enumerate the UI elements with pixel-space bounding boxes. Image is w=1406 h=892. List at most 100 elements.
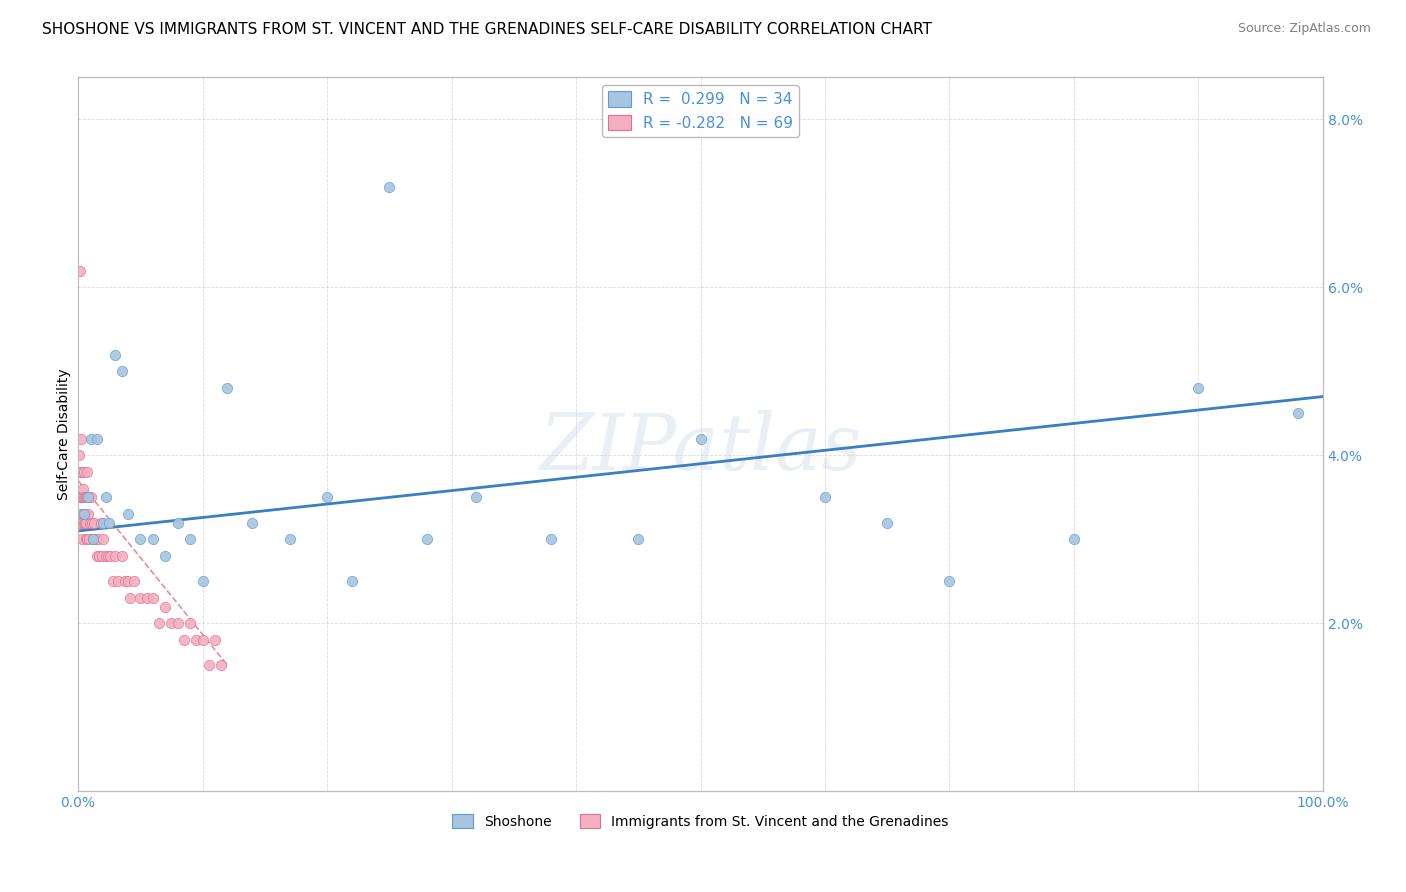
Point [90, 549, 112, 563]
Point [73, 491, 96, 505]
Point [94, 549, 117, 563]
Point [72, 491, 94, 505]
Point [76, 533, 98, 547]
Point [90, 516, 112, 530]
Point [938, 574, 960, 589]
Text: SHOSHONE VS IMMIGRANTS FROM ST. VINCENT AND THE GRENADINES SELF-CARE DISABILITY : SHOSHONE VS IMMIGRANTS FROM ST. VINCENT … [42, 22, 932, 37]
Point [117, 574, 139, 589]
Point [82, 533, 104, 547]
Point [73, 516, 96, 530]
Point [86, 432, 108, 446]
Point [84, 533, 107, 547]
Point [107, 574, 129, 589]
Point [87, 533, 110, 547]
Point [1063, 533, 1085, 547]
Point [173, 633, 195, 648]
Point [69, 516, 91, 530]
Point [465, 491, 488, 505]
Point [69, 432, 91, 446]
Point [100, 549, 122, 563]
Point [148, 616, 170, 631]
Point [179, 616, 201, 631]
Text: ZIPatlas: ZIPatlas [540, 410, 862, 487]
Point [75, 507, 97, 521]
Point [67, 465, 90, 479]
Point [217, 381, 239, 395]
Point [75, 491, 97, 505]
Point [72, 507, 94, 521]
Point [77, 491, 100, 505]
Point [1187, 381, 1209, 395]
Point [67, 448, 90, 462]
Point [69, 491, 91, 505]
Point [94, 491, 117, 505]
Legend: Shoshone, Immigrants from St. Vincent and the Grenadines: Shoshone, Immigrants from St. Vincent an… [447, 808, 955, 834]
Point [79, 516, 101, 530]
Point [79, 533, 101, 547]
Point [111, 364, 134, 378]
Point [242, 516, 264, 530]
Point [278, 533, 301, 547]
Point [73, 507, 96, 521]
Point [82, 533, 104, 547]
Point [104, 348, 127, 362]
Point [122, 574, 145, 589]
Point [70, 516, 93, 530]
Point [142, 533, 165, 547]
Point [83, 516, 105, 530]
Point [73, 516, 96, 530]
Point [209, 658, 232, 673]
Point [98, 516, 121, 530]
Point [70, 533, 93, 547]
Point [75, 516, 97, 530]
Point [72, 465, 94, 479]
Point [120, 591, 142, 606]
Point [76, 465, 98, 479]
Point [70, 491, 93, 505]
Point [89, 549, 111, 563]
Point [191, 574, 214, 589]
Point [1286, 406, 1309, 420]
Point [129, 591, 152, 606]
Point [415, 533, 437, 547]
Point [77, 507, 100, 521]
Point [135, 591, 157, 606]
Point [142, 591, 165, 606]
Point [627, 533, 650, 547]
Point [91, 516, 114, 530]
Point [86, 549, 108, 563]
Point [689, 432, 711, 446]
Point [191, 633, 214, 648]
Point [316, 491, 339, 505]
Point [69, 263, 91, 277]
Point [75, 533, 97, 547]
Point [155, 599, 177, 614]
Point [70, 465, 93, 479]
Point [814, 491, 837, 505]
Point [70, 491, 93, 505]
Y-axis label: Self-Care Disability: Self-Care Disability [58, 368, 72, 500]
Point [80, 516, 103, 530]
Point [79, 491, 101, 505]
Point [166, 516, 188, 530]
Point [114, 574, 136, 589]
Point [101, 574, 124, 589]
Point [111, 549, 134, 563]
Point [340, 574, 363, 589]
Point [198, 658, 221, 673]
Point [91, 533, 114, 547]
Point [67, 491, 90, 505]
Point [73, 465, 96, 479]
Point [378, 179, 401, 194]
Point [540, 533, 562, 547]
Point [73, 491, 96, 505]
Point [166, 616, 188, 631]
Point [104, 549, 127, 563]
Point [186, 633, 208, 648]
Point [72, 482, 94, 496]
Point [155, 549, 177, 563]
Point [79, 432, 101, 446]
Point [117, 507, 139, 521]
Point [160, 616, 183, 631]
Point [77, 491, 100, 505]
